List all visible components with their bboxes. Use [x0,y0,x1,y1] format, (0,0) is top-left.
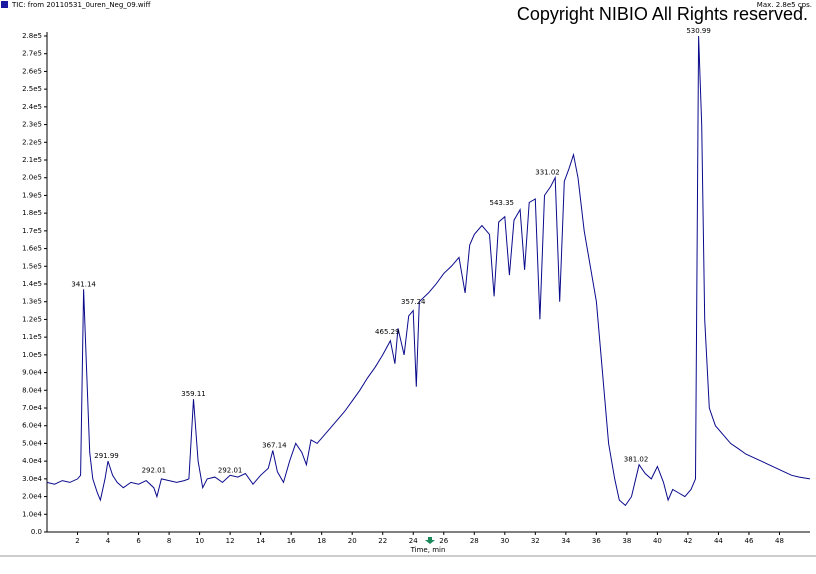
y-tick-label: 5.0e4 [22,439,42,447]
x-tick-label: 10 [195,537,204,545]
y-tick-label: 8.0e4 [22,386,42,394]
x-tick-label: 32 [531,537,540,545]
legend-swatch [1,1,8,8]
marker-arrow [425,537,435,544]
x-tick-label: 30 [500,537,509,545]
y-tick-label: 1.4e5 [22,280,42,288]
chart-title: TIC: from 20110531_0uren_Neg_09.wiff [11,1,151,9]
peak-label: 381.02 [624,456,649,464]
peak-label: 292.01 [218,466,243,474]
y-tick-label: 1.7e5 [22,227,42,235]
x-tick-label: 2 [75,537,79,545]
y-tick-label: 3.0e4 [22,475,42,483]
x-tick-label: 12 [226,537,235,545]
peak-label: 359.11 [181,390,206,398]
y-tick-label: 2.2e5 [22,138,42,146]
peak-label: 465.29 [375,328,400,336]
peak-label: 291.99 [94,452,119,460]
y-tick-label: 2.1e5 [22,156,42,164]
y-tick-label: 1.5e5 [22,262,42,270]
y-tick-label: 1.9e5 [22,191,42,199]
y-tick-label: 6.0e4 [22,422,42,430]
x-tick-label: 34 [561,537,570,545]
y-tick-label: 1.2e5 [22,315,42,323]
y-tick-label: 2.5e5 [22,85,42,93]
peak-label: 357.24 [401,298,426,306]
x-axis-label: Time, min [410,546,446,554]
y-tick-label: 1.8e5 [22,209,42,217]
max-label: Max. 2.8e5 cps. [757,1,812,9]
x-tick-label: 20 [348,537,357,545]
x-tick-label: 48 [775,537,784,545]
y-tick-label: 2.6e5 [22,67,42,75]
y-tick-label: 9.0e4 [22,369,42,377]
peak-label: 292.01 [142,466,167,474]
y-tick-label: 1.3e5 [22,298,42,306]
tic-trace [46,35,811,507]
x-tick-label: 8 [167,537,171,545]
x-tick-label: 44 [714,537,723,545]
y-tick-label: 7.0e4 [22,404,42,412]
y-tick-label: 0.0 [31,528,42,536]
x-tick-label: 24 [409,537,418,545]
y-tick-label: 2.4e5 [22,103,42,111]
x-tick-label: 22 [378,537,387,545]
y-tick-label: 2.8e5 [22,32,42,40]
y-tick-label: 1.0e5 [22,351,42,359]
x-tick-label: 26 [439,537,448,545]
x-tick-label: 14 [256,537,265,545]
peak-label: 331.02 [535,169,560,177]
x-tick-label: 42 [683,537,692,545]
x-tick-label: 38 [622,537,631,545]
y-tick-label: 1.1e5 [22,333,42,341]
y-tick-label: 1.0e4 [22,510,42,518]
y-tick-label: 2.3e5 [22,121,42,129]
x-tick-label: 36 [592,537,601,545]
copyright: Copyright NIBIO All Rights reserved. [517,4,808,24]
peak-label: 341.14 [71,280,96,288]
y-tick-label: 4.0e4 [22,457,42,465]
x-tick-label: 4 [106,537,111,545]
peak-label: 530.99 [686,27,711,35]
x-tick-label: 46 [744,537,753,545]
x-tick-label: 18 [317,537,326,545]
peak-label: 367.14 [262,442,287,450]
y-tick-label: 2.0e5 [22,174,42,182]
peak-label: 543.35 [489,199,514,207]
x-tick-label: 6 [136,537,141,545]
x-tick-label: 40 [653,537,662,545]
y-tick-label: 2.0e4 [22,493,42,501]
x-tick-label: 16 [287,537,296,545]
y-tick-label: 1.6e5 [22,245,42,253]
y-tick-label: 2.7e5 [22,50,42,58]
x-tick-label: 28 [470,537,479,545]
